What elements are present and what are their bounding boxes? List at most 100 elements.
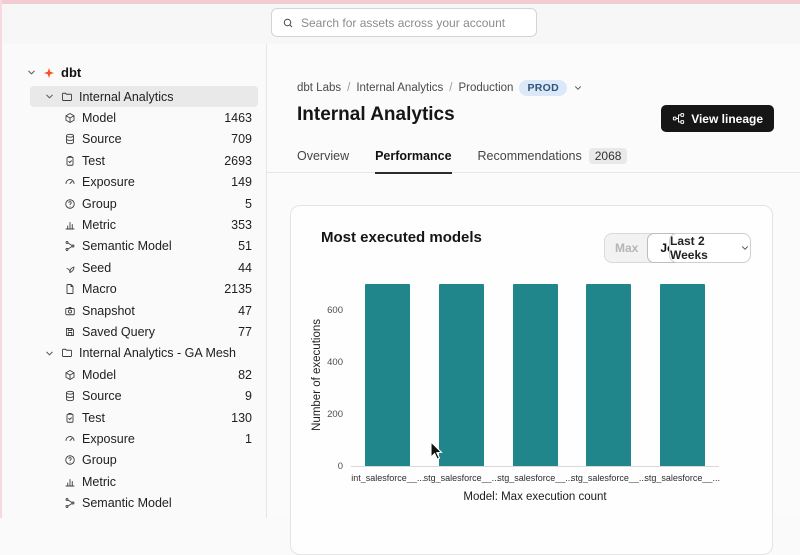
sidebar-item-label: Source [82, 132, 122, 147]
sidebar-item-count: 130 [231, 410, 252, 425]
exposure-icon [64, 433, 76, 445]
source-icon [64, 390, 76, 402]
bar-stg-salesforce-1[interactable] [438, 283, 484, 466]
breadcrumb: dbt Labs / Internal Analytics / Producti… [297, 80, 583, 96]
tab-bar: Overview Performance Recommendations 206… [297, 148, 628, 174]
global-search[interactable] [271, 8, 537, 37]
sidebar-item-count: 149 [231, 175, 252, 190]
breadcrumb-environment-group[interactable]: Internal Analytics [356, 82, 444, 94]
bar-stg-salesforce-2[interactable] [512, 283, 558, 466]
view-lineage-label: View lineage [691, 111, 763, 126]
sidebar-tree: dbt Internal Analytics Model 1463 Source… [8, 52, 258, 514]
snapshot-icon [64, 305, 76, 317]
date-range-value: Last 2 Weeks [670, 234, 708, 262]
sidebar-item-group[interactable]: Group 5 [8, 193, 258, 214]
sidebar-item-count: 1 [245, 431, 252, 446]
tab-overview[interactable]: Overview [297, 149, 350, 163]
sidebar-item-count: 47 [238, 303, 252, 318]
model-icon [64, 112, 76, 124]
sidebar-item-semantic-model[interactable]: Semantic Model 51 [8, 236, 258, 257]
sidebar-item-macro[interactable]: Macro 2135 [8, 279, 258, 300]
bar-stg-salesforce-3[interactable] [586, 283, 632, 466]
x-axis-tick-label: int_salesforce__... [351, 473, 425, 483]
sidebar-item-count: 1463 [224, 111, 252, 126]
sidebar-item-label: Semantic Model [82, 496, 172, 511]
sidebar-folder-internal-analytics-ga-mesh[interactable]: Internal Analytics - GA Mesh [30, 343, 258, 364]
metric-icon [64, 219, 76, 231]
sidebar-item-source[interactable]: Source 9 [8, 385, 258, 406]
bar-int-salesforce-0[interactable] [365, 283, 411, 466]
sidebar-folder-label: Internal Analytics [79, 89, 174, 104]
sidebar-project-root[interactable]: dbt [8, 61, 258, 84]
sidebar-item-count: 5 [245, 196, 252, 211]
sidebar-item-count: 2135 [224, 282, 252, 297]
sidebar-divider [266, 44, 267, 518]
seed-icon [64, 262, 76, 274]
sidebar-item-saved-query[interactable]: Saved Query 77 [8, 321, 258, 342]
view-lineage-button[interactable]: View lineage [661, 105, 774, 132]
toggle-max[interactable]: Max [615, 241, 639, 255]
sidebar-item-count: 44 [238, 260, 252, 275]
test-icon [64, 155, 76, 167]
chevron-down-icon[interactable] [44, 348, 55, 359]
card-title: Most executed models [321, 229, 482, 246]
sidebar-item-label: Model [82, 111, 117, 126]
sidebar-item-model[interactable]: Model 82 [8, 364, 258, 385]
sidebar-item-count: 77 [238, 324, 252, 339]
date-range-dropdown[interactable]: Last 2 Weeks [669, 233, 751, 263]
sidebar-item-label: Group [82, 453, 117, 468]
sidebar-item-label: Seed [82, 260, 112, 275]
sidebar-item-exposure[interactable]: Exposure 149 [8, 172, 258, 193]
sidebar-item-exposure[interactable]: Exposure 1 [8, 428, 258, 449]
sidebar-item-label: Test [82, 153, 105, 168]
tabs-underline [267, 172, 800, 173]
chevron-down-icon[interactable] [44, 91, 55, 102]
sidebar-item-label: Macro [82, 282, 117, 297]
search-input[interactable] [301, 15, 526, 30]
bar-stg-salesforce-4[interactable] [659, 283, 705, 466]
folder-icon [61, 91, 73, 103]
savedquery-icon [64, 326, 76, 338]
y-axis-tick: 200 [327, 408, 343, 420]
breadcrumb-separator: / [347, 82, 351, 94]
sidebar-item-test[interactable]: Test 130 [8, 407, 258, 428]
mouse-cursor [430, 441, 443, 459]
macro-icon [64, 283, 76, 295]
sidebar-item-group[interactable]: Group [8, 450, 258, 471]
chevron-down-icon[interactable] [26, 67, 37, 78]
sidebar-item-source[interactable]: Source 709 [8, 129, 258, 150]
chevron-down-icon[interactable] [573, 83, 583, 93]
sidebar-item-label: Model [82, 367, 117, 382]
y-axis-tick: 0 [337, 461, 343, 472]
main-panel: dbt Labs / Internal Analytics / Producti… [267, 44, 800, 555]
breadcrumb-environment[interactable]: Production [458, 82, 514, 94]
recording-border-top [0, 0, 800, 4]
sidebar-item-metric[interactable]: Metric [8, 471, 258, 492]
sidebar-item-count: 51 [238, 239, 252, 254]
most-executed-models-card: Most executed models Max Job Last 2 Week… [290, 205, 773, 555]
model-icon [64, 369, 76, 381]
sidebar-item-seed[interactable]: Seed 44 [8, 257, 258, 278]
page-title: Internal Analytics [297, 104, 455, 125]
sidebar-item-snapshot[interactable]: Snapshot 47 [8, 300, 258, 321]
topbar [0, 0, 800, 44]
sidebar-item-model[interactable]: Model 1463 [8, 107, 258, 128]
semantic-icon [64, 497, 76, 509]
sidebar-item-label: Exposure [82, 431, 135, 446]
x-axis-title: Model: Max execution count [463, 491, 607, 503]
tab-recommendations[interactable]: Recommendations 2068 [478, 148, 628, 173]
sidebar-item-count: 709 [231, 132, 252, 147]
sidebar-item-metric[interactable]: Metric 353 [8, 214, 258, 235]
tab-performance[interactable]: Performance [375, 148, 452, 174]
breadcrumb-project[interactable]: dbt Labs [297, 82, 342, 94]
sidebar-item-semantic-model[interactable]: Semantic Model [8, 492, 258, 513]
dbt-logo-icon [43, 67, 55, 79]
bar-chart-plot: 0 200 400 600 int_salesforce__... stg_salesfo… [327, 282, 720, 483]
sidebar-item-test[interactable]: Test 2693 [8, 150, 258, 171]
sidebar-item-label: Source [82, 389, 122, 404]
sidebar-item-label: Exposure [82, 175, 135, 190]
sidebar-folder-label: Internal Analytics - GA Mesh [79, 346, 237, 361]
sidebar-item-count: 9 [245, 389, 252, 404]
sidebar-folder-internal-analytics[interactable]: Internal Analytics [30, 86, 258, 108]
search-icon [282, 17, 294, 29]
